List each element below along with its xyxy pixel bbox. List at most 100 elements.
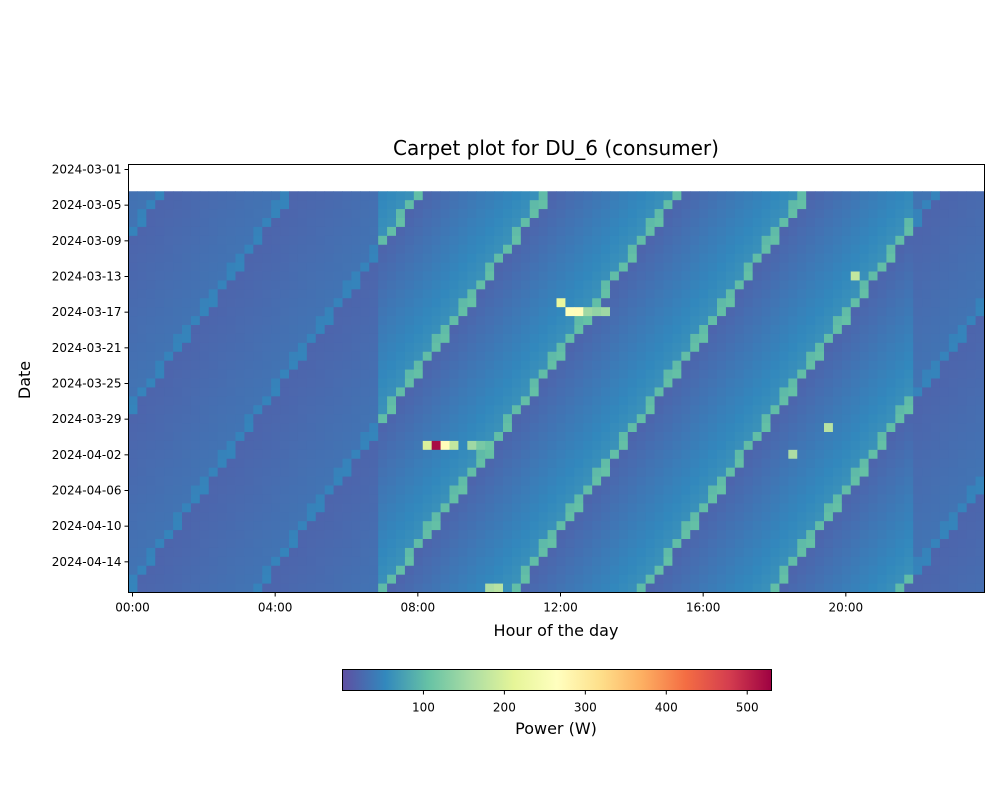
heatmap-cell — [788, 289, 798, 299]
heatmap-cell — [806, 396, 816, 406]
heatmap-cell — [494, 414, 504, 424]
heatmap-cell — [342, 547, 352, 558]
heatmap-cell — [788, 547, 798, 558]
heatmap-cell — [672, 503, 682, 513]
heatmap-cell — [618, 449, 629, 460]
heatmap-cell — [342, 244, 352, 255]
heatmap-cell — [708, 547, 718, 558]
heatmap-cell — [306, 289, 317, 299]
heatmap-cell — [547, 530, 557, 540]
heatmap-cell — [672, 387, 682, 397]
heatmap-cell — [815, 200, 825, 210]
heatmap-cell — [164, 342, 174, 353]
heatmap-cell — [333, 387, 343, 397]
heatmap-cell — [770, 333, 780, 344]
heatmap-cell — [636, 218, 647, 228]
heatmap-cell — [511, 253, 522, 263]
heatmap-cell — [815, 521, 825, 531]
heatmap-cell — [422, 556, 433, 567]
heatmap-cell — [404, 253, 415, 263]
heatmap-cell — [226, 440, 236, 451]
heatmap-cell — [913, 271, 923, 281]
heatmap-cell — [948, 325, 959, 335]
heatmap-cell — [289, 387, 299, 397]
heatmap-cell — [618, 316, 629, 326]
heatmap-cell — [387, 325, 397, 335]
heatmap-cell — [717, 423, 727, 433]
heatmap-cell — [538, 405, 548, 415]
heatmap-cell — [538, 387, 548, 397]
heatmap-cell — [806, 476, 816, 486]
heatmap-cell — [253, 414, 263, 424]
heatmap-cell — [404, 396, 415, 406]
heatmap-cell — [797, 262, 807, 272]
heatmap-cell — [503, 218, 513, 228]
heatmap-cell — [681, 280, 691, 290]
heatmap-cell — [431, 325, 441, 335]
heatmap-cell — [440, 226, 450, 237]
heatmap-cell — [645, 449, 655, 460]
heatmap-cell — [280, 298, 290, 308]
heatmap-cell — [734, 351, 745, 362]
heatmap-cell — [859, 298, 869, 308]
heatmap-cell — [449, 547, 459, 558]
heatmap-cell — [458, 432, 468, 442]
heatmap-cell — [610, 405, 620, 415]
heatmap-cell — [271, 565, 281, 576]
heatmap-cell — [654, 521, 664, 531]
heatmap-cell — [289, 200, 299, 210]
heatmap-cell — [324, 244, 334, 255]
heatmap-cell — [306, 191, 317, 201]
heatmap-cell — [574, 405, 584, 415]
heatmap-cell — [886, 547, 896, 558]
heatmap-cell — [904, 289, 914, 299]
heatmap-cell — [939, 316, 950, 326]
heatmap-cell — [235, 369, 245, 379]
heatmap-cell — [422, 503, 433, 513]
heatmap-cell — [761, 200, 771, 210]
heatmap-cell — [886, 405, 896, 415]
heatmap-cell — [797, 333, 807, 344]
heatmap-cell — [458, 467, 468, 477]
heatmap-cell — [503, 485, 513, 495]
heatmap-cell — [708, 574, 718, 584]
heatmap-cell — [618, 547, 629, 558]
heatmap-cell — [618, 494, 629, 504]
heatmap-cell — [289, 280, 299, 290]
heatmap-cell — [681, 565, 691, 576]
heatmap-cell — [725, 583, 736, 593]
heatmap-cell — [280, 378, 290, 388]
heatmap-cell — [957, 458, 968, 469]
heatmap-cell — [708, 226, 718, 237]
heatmap-cell — [369, 289, 379, 299]
heatmap-cell — [422, 316, 433, 326]
heatmap-cell — [672, 396, 682, 406]
heatmap-cell — [931, 342, 941, 353]
heatmap-cell — [182, 503, 192, 513]
heatmap-cell — [627, 280, 638, 290]
heatmap-cell — [440, 244, 450, 255]
heatmap-cell — [636, 298, 647, 308]
heatmap-cell — [699, 476, 709, 486]
heatmap-cell — [770, 262, 780, 272]
heatmap-cell — [190, 530, 201, 540]
heatmap-cell — [208, 191, 219, 201]
heatmap-cell — [761, 280, 771, 290]
heatmap-cell — [636, 485, 647, 495]
heatmap-cell — [217, 547, 227, 558]
heatmap-cell — [333, 405, 343, 415]
heatmap-cell — [734, 226, 745, 237]
heatmap-cell — [859, 476, 869, 486]
heatmap-cell — [271, 218, 281, 228]
heatmap-cell — [850, 565, 861, 576]
heatmap-cell — [182, 565, 192, 576]
heatmap-cell — [618, 378, 629, 388]
heatmap-cell — [387, 574, 397, 584]
heatmap-cell — [440, 423, 450, 433]
heatmap-cell — [235, 298, 245, 308]
heatmap-cell — [913, 209, 923, 219]
heatmap-cell — [494, 226, 504, 237]
heatmap-cell — [636, 449, 647, 460]
heatmap-cell — [886, 432, 896, 442]
heatmap-cell — [494, 307, 504, 317]
